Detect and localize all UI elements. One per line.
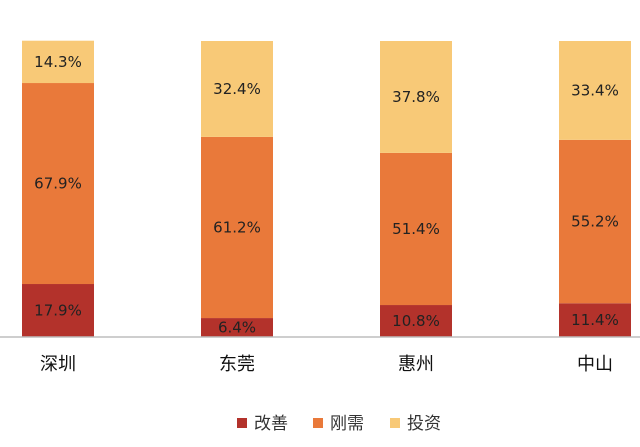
data-label: 55.2% <box>571 213 619 231</box>
legend-swatch <box>237 418 247 428</box>
bar-segment <box>201 41 273 137</box>
bar-segment <box>559 41 631 140</box>
data-label: 6.4% <box>218 319 256 337</box>
category-label: 惠州 <box>398 354 434 375</box>
bar-segment <box>201 318 273 337</box>
bar-segment <box>380 41 452 153</box>
data-label: 32.4% <box>213 80 261 98</box>
category-label: 深圳 <box>40 354 76 375</box>
data-label: 11.4% <box>571 311 619 329</box>
bar-segment <box>22 83 94 285</box>
bars-group: 17.9% 67.9% 14.3% 6.4% 61.2% 32.4% 10.8% 51.4% 3… <box>22 40 631 337</box>
data-label: 37.8% <box>392 88 440 106</box>
data-label: 17.9% <box>34 302 82 320</box>
category-label: 东莞 <box>219 354 255 375</box>
data-label: 61.2% <box>213 218 261 236</box>
category-label: 中山 <box>577 354 613 375</box>
category-labels: 深圳 东莞 惠州 中山 <box>40 354 613 375</box>
legend-label: 改善 <box>254 414 288 434</box>
bar-segment <box>22 284 94 337</box>
bar-segment <box>380 305 452 337</box>
legend-swatch <box>313 418 323 428</box>
legend-swatch <box>390 418 400 428</box>
legend: 改善 刚需 投资 <box>237 414 441 434</box>
bar-segment <box>380 152 452 306</box>
bar-segment <box>559 139 631 304</box>
data-label: 51.4% <box>392 220 440 238</box>
legend-label: 投资 <box>407 414 441 434</box>
data-label: 10.8% <box>392 312 440 330</box>
data-label: 67.9% <box>34 175 82 193</box>
data-label: 33.4% <box>571 81 619 99</box>
bar-segment <box>22 40 94 84</box>
data-label: 14.3% <box>34 53 82 71</box>
legend-label: 刚需 <box>330 414 364 434</box>
bar-segment <box>201 136 273 319</box>
bar-segment <box>559 303 631 337</box>
